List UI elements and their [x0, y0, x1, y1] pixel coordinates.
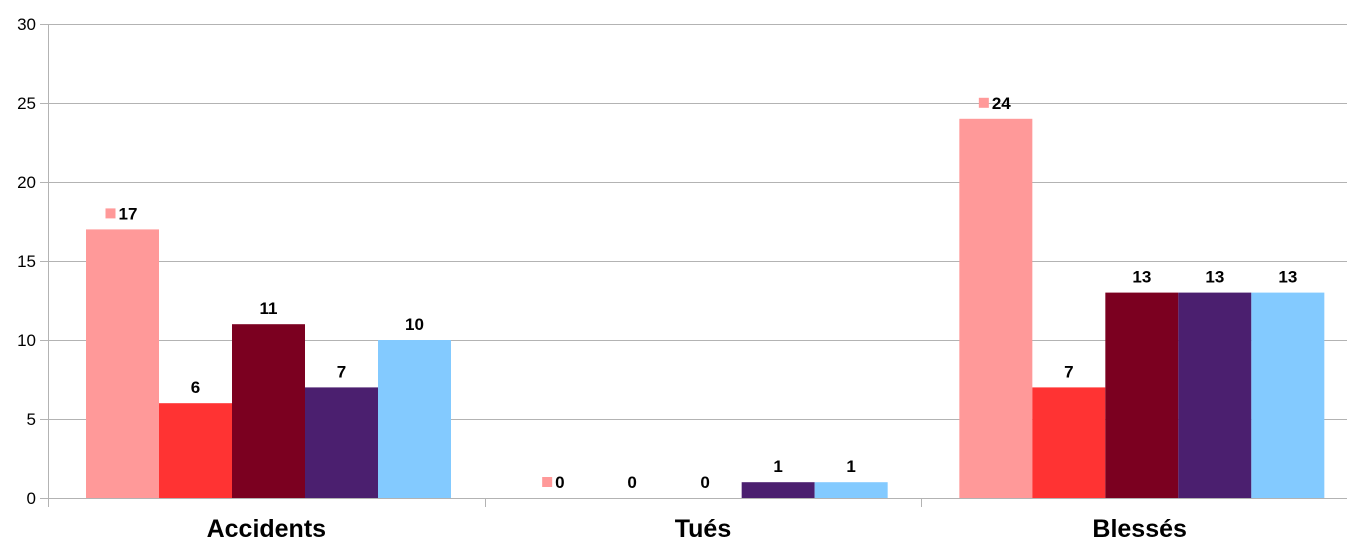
y-tick-label: 5 — [27, 410, 36, 429]
bar — [959, 118, 1033, 499]
data-label: 0 — [627, 473, 636, 492]
category-label: Tués — [675, 515, 732, 542]
data-label: 1 — [773, 457, 782, 476]
y-tick-label: 15 — [17, 252, 36, 271]
bar — [1178, 292, 1252, 498]
bar — [305, 387, 378, 498]
legend-key-icon — [542, 477, 553, 487]
data-label: 0 — [555, 473, 564, 492]
data-label: 13 — [1132, 268, 1151, 287]
data-label: 6 — [191, 378, 200, 397]
category-label: Accidents — [207, 515, 326, 542]
bar — [814, 482, 888, 498]
bar — [1032, 387, 1106, 498]
category-label: Blessés — [1092, 515, 1187, 542]
legend-key-icon — [978, 97, 989, 108]
bar — [1251, 292, 1325, 498]
bar — [741, 482, 815, 498]
bar — [159, 403, 232, 498]
data-label: 13 — [1278, 268, 1297, 287]
y-tick-label: 0 — [27, 489, 36, 508]
y-tick-label: 30 — [17, 15, 36, 34]
bar — [1105, 292, 1179, 498]
bar — [378, 340, 451, 498]
bar — [232, 324, 305, 498]
data-label: 24 — [992, 94, 1011, 113]
legend-key-icon — [105, 208, 116, 219]
bars — [86, 118, 1325, 499]
bar — [86, 229, 159, 498]
y-tick-label: 10 — [17, 331, 36, 350]
data-label: 11 — [260, 299, 278, 318]
data-label: 7 — [1064, 362, 1073, 381]
data-label: 0 — [700, 473, 709, 492]
y-tick-label: 20 — [17, 173, 36, 192]
y-tick-label: 25 — [17, 94, 36, 113]
data-label: 1 — [846, 457, 855, 476]
data-label: 10 — [405, 315, 424, 334]
data-label: 7 — [337, 362, 346, 381]
data-label: 13 — [1205, 268, 1224, 287]
data-label: 17 — [119, 204, 138, 223]
